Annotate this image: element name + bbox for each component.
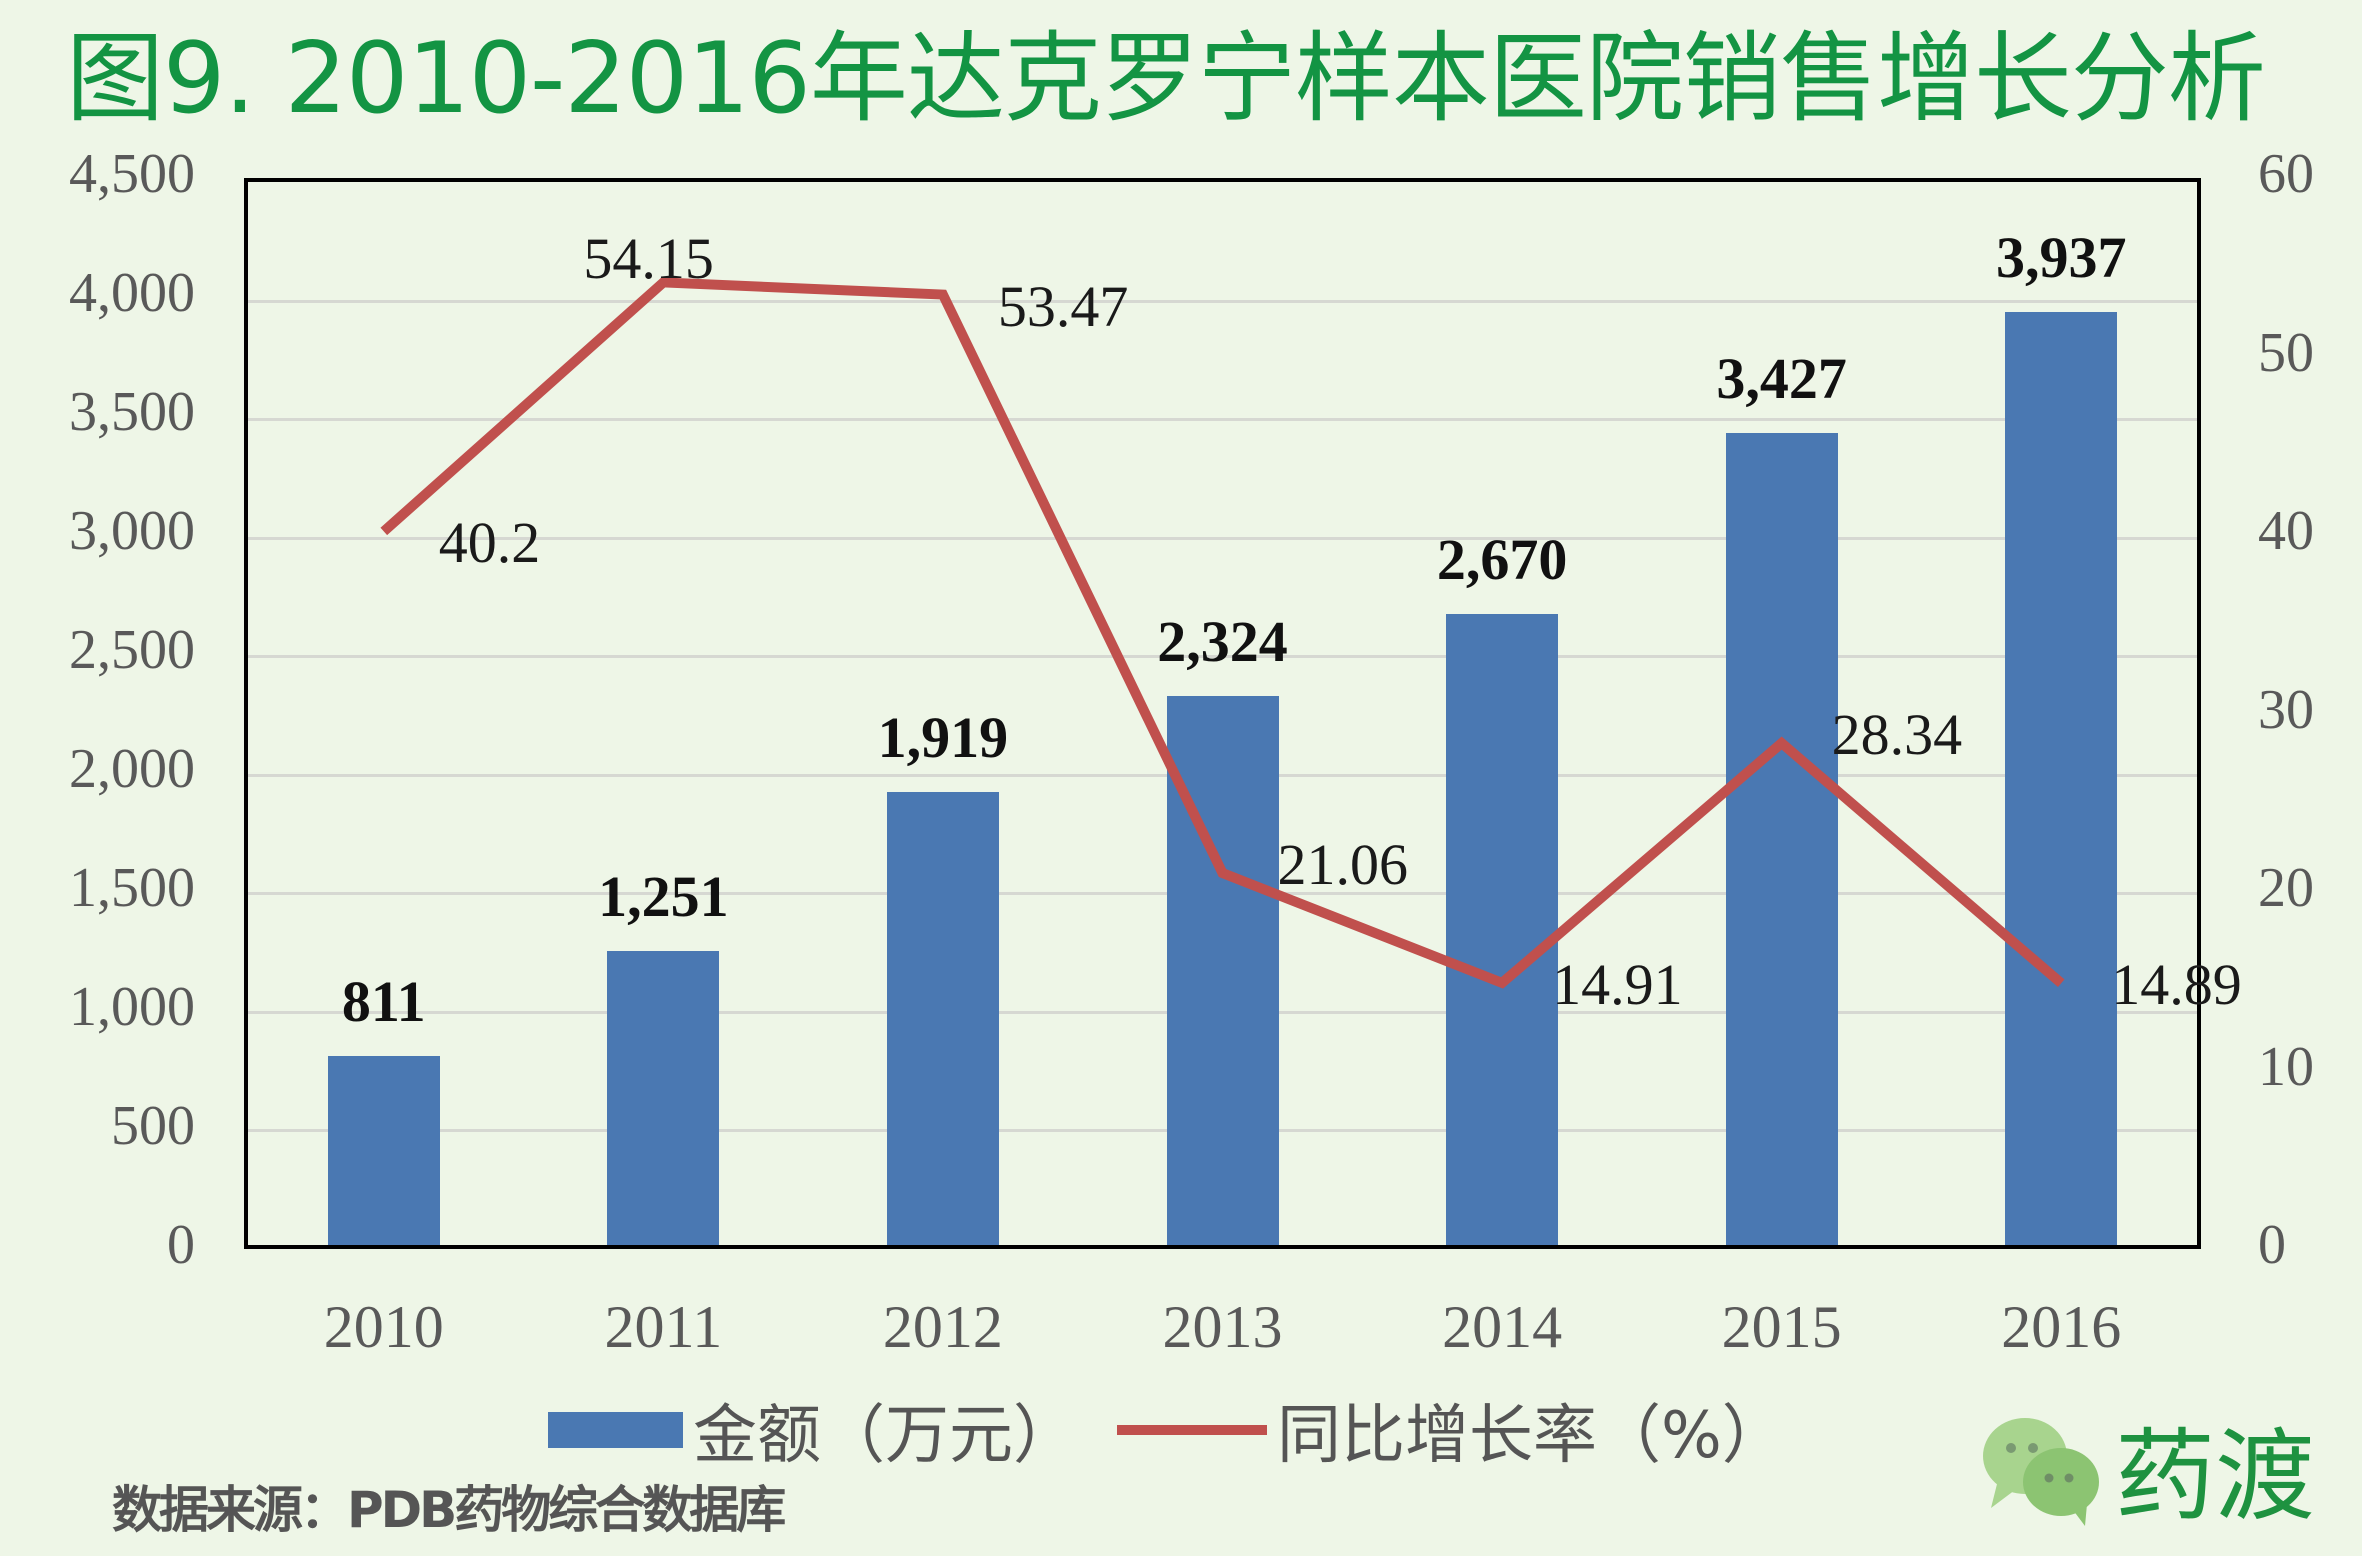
gridline — [248, 418, 2197, 422]
rate-value-label: 53.47 — [997, 273, 1129, 339]
y2-axis-tick: 40 — [2258, 500, 2314, 562]
x-axis-tick: 2011 — [604, 1294, 723, 1360]
x-axis-tick: 2016 — [2001, 1294, 2122, 1360]
y-axis-tick: 1,000 — [69, 976, 195, 1038]
gridline — [248, 655, 2197, 659]
bar-value-label: 1,919 — [877, 705, 1009, 771]
bar-2012 — [886, 792, 999, 1245]
y2-axis-tick: 60 — [2258, 143, 2314, 205]
x-axis-tick: 2015 — [1721, 1294, 1842, 1360]
y2-axis-tick: 0 — [2258, 1214, 2286, 1276]
bar-value-label: 2,670 — [1436, 526, 1568, 592]
y2-axis-tick: 10 — [2258, 1035, 2314, 1098]
rate-value-label: 21.06 — [1277, 832, 1409, 898]
bar-value-label: 1,251 — [598, 864, 729, 930]
y-axis-tick: 2,000 — [69, 738, 195, 800]
y-axis-tick: 4,500 — [69, 143, 195, 205]
bar-value-label: 3,427 — [1716, 346, 1847, 412]
y-axis-tick: 3,500 — [69, 381, 195, 443]
y-axis-tick: 0 — [167, 1214, 195, 1276]
x-axis-tick: 2012 — [882, 1294, 1003, 1360]
wechat-icon — [1983, 1417, 2099, 1526]
legend-line-label: 同比增长率（%） — [1277, 1399, 1786, 1473]
bar-value-label: 3,937 — [1995, 224, 2127, 290]
y2-axis-tick: 20 — [2258, 857, 2314, 919]
bar-value-label: 811 — [341, 968, 426, 1034]
brand-name: 药渡 — [2115, 1418, 2315, 1535]
bar-2011 — [607, 951, 720, 1245]
gridline — [248, 299, 2197, 303]
rate-value-label: 40.2 — [438, 510, 541, 576]
legend-bar-label: 金额（万元） — [693, 1399, 1077, 1473]
x-axis-tick: 2014 — [1442, 1294, 1563, 1360]
y-axis-tick: 3,000 — [69, 500, 195, 562]
brand-logo: 药渡 — [1975, 1395, 2315, 1540]
bar-2016 — [2005, 311, 2118, 1245]
legend: 金额（万元） 同比增长率（%） — [548, 1385, 1786, 1475]
y-axis-tick: 1,500 — [69, 857, 195, 919]
bar-2010 — [327, 1055, 440, 1245]
chart-title: 图9. 2010-2016年达克罗宁样本医院销售增长分析 — [66, 22, 2266, 136]
y-axis-tick: 2,500 — [69, 619, 195, 681]
bar-2014 — [1446, 613, 1559, 1245]
rate-value-label: 54.15 — [583, 226, 714, 292]
rate-value-label: 14.89 — [2111, 952, 2242, 1018]
legend-line-swatch — [1117, 1425, 1267, 1435]
data-source: 数据来源：PDB药物综合数据库 — [112, 1481, 786, 1539]
rate-value-label: 14.91 — [1552, 951, 1683, 1017]
y2-axis-tick: 30 — [2258, 678, 2314, 741]
legend-bar-swatch — [548, 1412, 683, 1448]
rate-value-label: 28.34 — [1831, 702, 1963, 768]
bar-2015 — [1725, 433, 1838, 1245]
x-axis-tick: 2013 — [1162, 1294, 1283, 1360]
y-axis-tick: 500 — [111, 1095, 195, 1157]
y2-axis-tick: 50 — [2258, 321, 2314, 384]
bar-value-label: 2,324 — [1157, 608, 1288, 674]
gridline — [248, 536, 2197, 540]
y-axis-tick: 4,000 — [69, 262, 195, 324]
x-axis-tick: 2010 — [323, 1294, 444, 1360]
